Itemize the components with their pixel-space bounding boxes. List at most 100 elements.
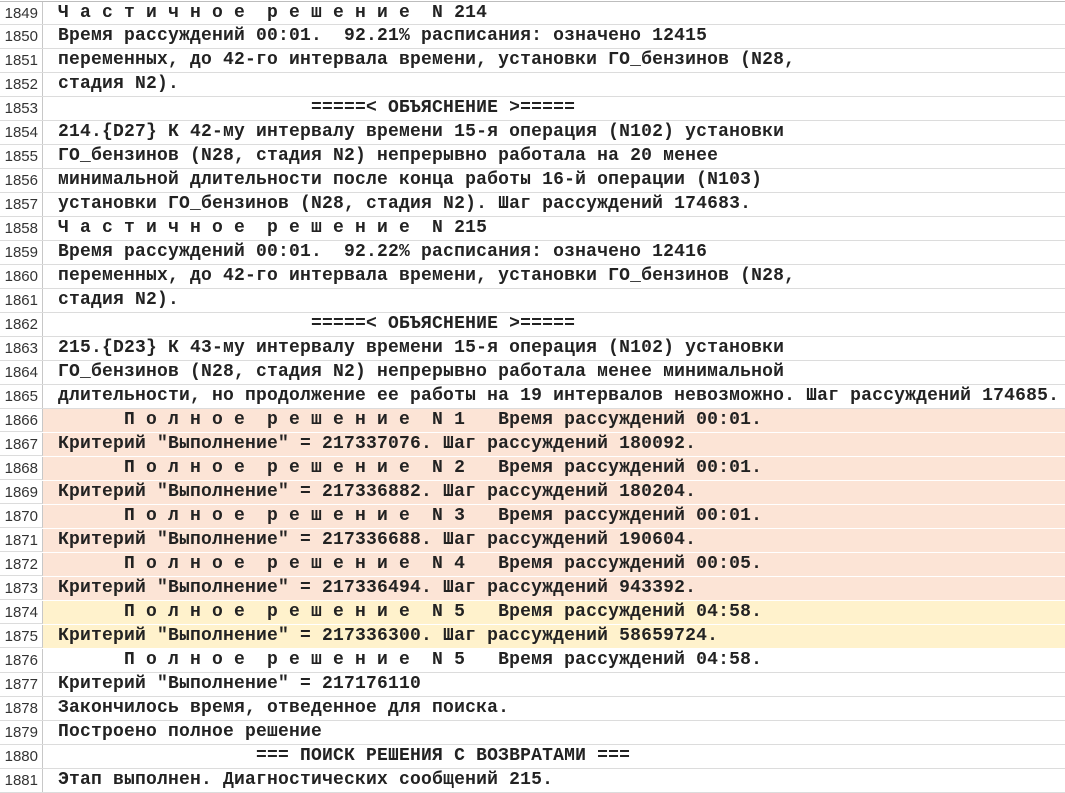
log-line[interactable]: 1874 П о л н о е р е ш е н и е N 5 Время… bbox=[0, 601, 1065, 625]
line-number: 1863 bbox=[0, 337, 43, 360]
line-number: 1853 bbox=[0, 97, 43, 120]
line-number: 1849 bbox=[0, 2, 43, 24]
line-number: 1865 bbox=[0, 385, 43, 408]
log-line[interactable]: 1857 установки ГО_бензинов (N28, стадия N… bbox=[0, 193, 1065, 217]
log-line[interactable]: 1877 Критерий "Выполнение" = 217176110 bbox=[0, 673, 1065, 697]
line-number: 1879 bbox=[0, 721, 43, 744]
log-line[interactable]: 1860 переменных, до 42-го интервала време… bbox=[0, 265, 1065, 289]
line-text: П о л н о е р е ш е н и е N 5 Время расс… bbox=[43, 601, 1065, 624]
log-line[interactable]: 1880 === ПОИСК РЕШЕНИЯ С ВОЗВРАТАМИ === bbox=[0, 745, 1065, 769]
log-line[interactable]: 1851 переменных, до 42-го интервала време… bbox=[0, 49, 1065, 73]
line-text: Критерий "Выполнение" = 217336688. Шаг р… bbox=[43, 529, 1065, 552]
line-text: Построено полное решение bbox=[58, 722, 323, 742]
line-text: ГО_бензинов (N28, стадия N2) непрерывно … bbox=[58, 362, 785, 382]
line-number: 1858 bbox=[0, 217, 43, 240]
log-line[interactable]: 1862 =====< ОБЪЯСНЕНИЕ >===== bbox=[0, 313, 1065, 337]
log-line[interactable]: 1871 Критерий "Выполнение" = 217336688. Ш… bbox=[0, 529, 1065, 553]
line-text: стадия N2). bbox=[58, 74, 180, 94]
log-line[interactable]: 1859 Время рассуждений 00:01. 92.22% расп… bbox=[0, 241, 1065, 265]
line-text: переменных, до 42-го интервала времени, … bbox=[58, 50, 796, 70]
line-number: 1874 bbox=[0, 601, 43, 624]
log-line[interactable]: 1867 Критерий "Выполнение" = 217337076. Ш… bbox=[0, 433, 1065, 457]
line-number: 1869 bbox=[0, 481, 43, 504]
log-line[interactable]: 1854 214.{D27} К 42-му интервалу времени … bbox=[0, 121, 1065, 145]
line-text: =====< ОБЪЯСНЕНИЕ >===== bbox=[58, 98, 576, 118]
line-text: Время рассуждений 00:01. 92.22% расписан… bbox=[58, 242, 708, 262]
line-text: П о л н о е р е ш е н и е N 2 Время расс… bbox=[43, 457, 1065, 480]
log-line[interactable]: 1853 =====< ОБЪЯСНЕНИЕ >===== bbox=[0, 97, 1065, 121]
line-number: 1859 bbox=[0, 241, 43, 264]
log-line[interactable]: 1869 Критерий "Выполнение" = 217336882. Ш… bbox=[0, 481, 1065, 505]
line-text: Этап выполнен. Диагностических сообщений… bbox=[58, 770, 554, 790]
log-line[interactable]: 1866 П о л н о е р е ш е н и е N 1 Время… bbox=[0, 409, 1065, 433]
line-text: минимальной длительности после конца раб… bbox=[58, 170, 763, 190]
log-line[interactable]: 1858 Ч а с т и ч н о е р е ш е н и е N 21… bbox=[0, 217, 1065, 241]
line-text: П о л н о е р е ш е н и е N 4 Время расс… bbox=[43, 553, 1065, 576]
line-number: 1851 bbox=[0, 49, 43, 72]
line-text: П о л н о е р е ш е н и е N 5 Время расс… bbox=[58, 650, 763, 670]
line-text: длительности, но продолжение ее работы н… bbox=[58, 386, 1060, 406]
line-number: 1873 bbox=[0, 577, 43, 600]
line-text: П о л н о е р е ш е н и е N 3 Время расс… bbox=[43, 505, 1065, 528]
line-text: Критерий "Выполнение" = 217336494. Шаг р… bbox=[43, 577, 1065, 600]
line-text: 215.{D23} К 43-му интервалу времени 15-я… bbox=[58, 338, 785, 358]
line-number: 1864 bbox=[0, 361, 43, 384]
log-line[interactable]: 1863 215.{D23} К 43-му интервалу времени … bbox=[0, 337, 1065, 361]
log-line[interactable]: 1876 П о л н о е р е ш е н и е N 5 Время… bbox=[0, 649, 1065, 673]
line-text: Закончилось время, отведенное для поиска… bbox=[58, 698, 510, 718]
line-number: 1857 bbox=[0, 193, 43, 216]
line-number: 1860 bbox=[0, 265, 43, 288]
log-line[interactable]: 1852 стадия N2). bbox=[0, 73, 1065, 97]
log-line[interactable]: 1855 ГО_бензинов (N28, стадия N2) непреры… bbox=[0, 145, 1065, 169]
log-line[interactable]: 1865 длительности, но продолжение ее рабо… bbox=[0, 385, 1065, 409]
line-text: Критерий "Выполнение" = 217176110 bbox=[58, 674, 422, 694]
line-text: стадия N2). bbox=[58, 290, 180, 310]
log-line[interactable]: 1864 ГО_бензинов (N28, стадия N2) непреры… bbox=[0, 361, 1065, 385]
log-line[interactable]: 1870 П о л н о е р е ш е н и е N 3 Время… bbox=[0, 505, 1065, 529]
log-line[interactable]: 1878 Закончилось время, отведенное для по… bbox=[0, 697, 1065, 721]
line-text: === ПОИСК РЕШЕНИЯ С ВОЗВРАТАМИ === bbox=[58, 746, 631, 766]
log-line[interactable]: 1879 Построено полное решение bbox=[0, 721, 1065, 745]
line-number: 1880 bbox=[0, 745, 43, 768]
line-number: 1875 bbox=[0, 625, 43, 648]
log-line[interactable]: 1861 стадия N2). bbox=[0, 289, 1065, 313]
line-text: Критерий "Выполнение" = 217336300. Шаг р… bbox=[43, 625, 1065, 648]
log-line[interactable]: 1875 Критерий "Выполнение" = 217336300. Ш… bbox=[0, 625, 1065, 649]
line-number: 1876 bbox=[0, 649, 43, 672]
line-number: 1862 bbox=[0, 313, 43, 336]
line-number: 1871 bbox=[0, 529, 43, 552]
log-line[interactable]: 1873 Критерий "Выполнение" = 217336494. Ш… bbox=[0, 577, 1065, 601]
line-number: 1852 bbox=[0, 73, 43, 96]
line-text: Время рассуждений 00:01. 92.21% расписан… bbox=[58, 26, 708, 46]
line-number: 1850 bbox=[0, 25, 43, 48]
log-line[interactable]: 1872 П о л н о е р е ш е н и е N 4 Время… bbox=[0, 553, 1065, 577]
log-line[interactable]: 1881 Этап выполнен. Диагностических сообщ… bbox=[0, 769, 1065, 793]
line-number: 1861 bbox=[0, 289, 43, 312]
line-number: 1881 bbox=[0, 769, 43, 792]
line-text: установки ГО_бензинов (N28, стадия N2). … bbox=[58, 194, 752, 214]
line-number: 1856 bbox=[0, 169, 43, 192]
line-number: 1866 bbox=[0, 409, 43, 432]
line-text: переменных, до 42-го интервала времени, … bbox=[58, 266, 796, 286]
line-text: Критерий "Выполнение" = 217336882. Шаг р… bbox=[43, 481, 1065, 504]
log-line[interactable]: 1849 Ч а с т и ч н о е р е ш е н и е N 21… bbox=[0, 1, 1065, 25]
line-text: =====< ОБЪЯСНЕНИЕ >===== bbox=[58, 314, 576, 334]
line-text: ГО_бензинов (N28, стадия N2) непрерывно … bbox=[58, 146, 719, 166]
line-text: Ч а с т и ч н о е р е ш е н и е N 214 bbox=[58, 3, 488, 23]
line-number: 1872 bbox=[0, 553, 43, 576]
log-line[interactable]: 1868 П о л н о е р е ш е н и е N 2 Время… bbox=[0, 457, 1065, 481]
line-text: Ч а с т и ч н о е р е ш е н и е N 215 bbox=[58, 218, 488, 238]
line-text: 214.{D27} К 42-му интервалу времени 15-я… bbox=[58, 122, 785, 142]
line-text: Критерий "Выполнение" = 217337076. Шаг р… bbox=[43, 433, 1065, 456]
line-number: 1877 bbox=[0, 673, 43, 696]
line-number: 1867 bbox=[0, 433, 43, 456]
line-text: П о л н о е р е ш е н и е N 1 Время расс… bbox=[43, 409, 1065, 432]
line-number: 1870 bbox=[0, 505, 43, 528]
line-number: 1854 bbox=[0, 121, 43, 144]
line-number: 1878 bbox=[0, 697, 43, 720]
log-line[interactable]: 1856 минимальной длительности после конца… bbox=[0, 169, 1065, 193]
line-number: 1855 bbox=[0, 145, 43, 168]
line-number: 1868 bbox=[0, 457, 43, 480]
log-line[interactable]: 1850 Время рассуждений 00:01. 92.21% расп… bbox=[0, 25, 1065, 49]
